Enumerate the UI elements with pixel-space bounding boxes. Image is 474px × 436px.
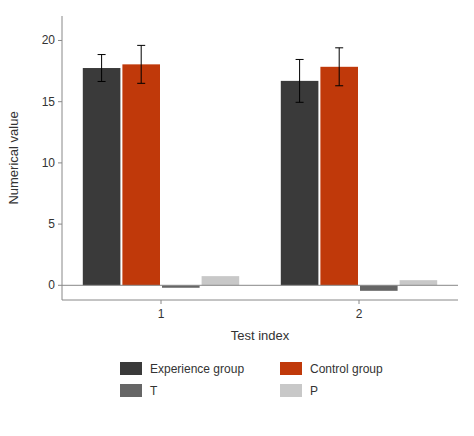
error-bar	[98, 55, 106, 82]
x-tick	[359, 300, 360, 304]
x-tick-label: 2	[356, 307, 363, 321]
bar	[83, 68, 121, 285]
axes: 0 5 10 15 20 1 2	[42, 16, 458, 321]
y-tick	[58, 224, 62, 225]
zero-line	[62, 285, 458, 286]
bar	[320, 67, 358, 286]
y-tick-label: 15	[42, 95, 56, 109]
x-tick-label: 1	[158, 307, 165, 321]
y-tick	[58, 285, 62, 286]
chart-container: 0 5 10 15 20 1 2 Test index Numerical value Exper…	[0, 0, 474, 436]
legend-label: Experience group	[150, 362, 244, 376]
bar	[122, 64, 160, 285]
legend: Experience group Control group T P	[120, 362, 383, 398]
y-tick-label: 5	[48, 217, 55, 231]
chart: 0 5 10 15 20 1 2 Test index Numerical value Exper…	[0, 0, 474, 436]
y-tick	[58, 101, 62, 102]
y-axis-label: Numerical value	[6, 111, 21, 204]
bar	[360, 285, 398, 291]
legend-swatch	[120, 362, 142, 375]
error-bars	[98, 45, 344, 102]
legend-label: P	[310, 384, 318, 398]
legend-swatch	[120, 384, 142, 397]
y-tick-label: 20	[42, 33, 56, 47]
bar	[281, 81, 319, 285]
y-axis-line	[62, 16, 63, 300]
error-bar	[335, 48, 343, 86]
x-tick	[161, 300, 162, 304]
legend-label: Control group	[310, 362, 383, 376]
legend-swatch	[280, 362, 302, 375]
bar	[202, 276, 240, 285]
error-bar	[296, 59, 304, 102]
bar	[400, 280, 438, 285]
y-tick-label: 0	[48, 278, 55, 292]
y-tick	[58, 162, 62, 163]
y-tick	[58, 40, 62, 41]
error-bar	[137, 45, 145, 83]
x-axis-line	[62, 300, 458, 301]
x-axis-label: Test index	[231, 328, 290, 343]
bars	[83, 64, 437, 290]
y-tick-label: 10	[42, 156, 56, 170]
legend-label: T	[150, 384, 158, 398]
legend-swatch	[280, 384, 302, 397]
